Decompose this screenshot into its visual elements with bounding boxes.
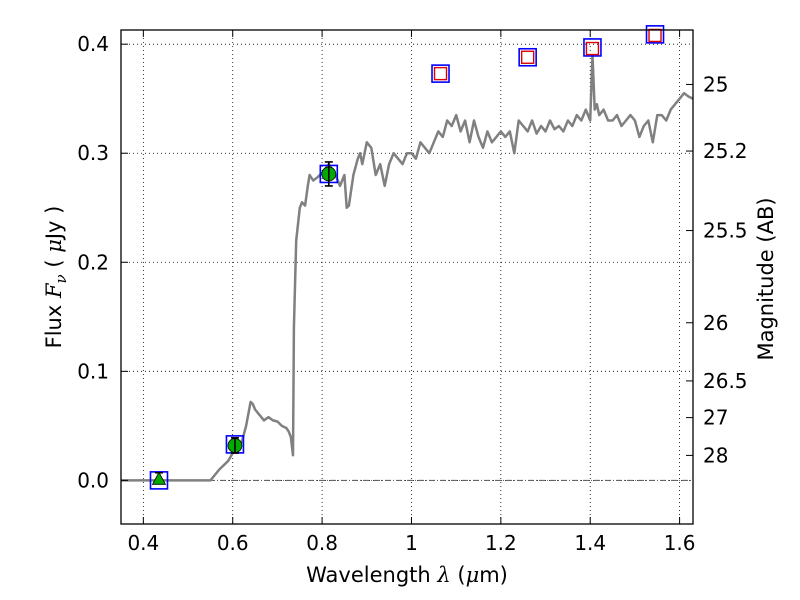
y-tick-label: 0.0 [77,468,109,492]
tick-labels: 0.4 0.6 0.8 1 1.2 1.4 1.6 0.0 0.1 0.2 0.3 0.4 25 25.2… [77,32,747,555]
y2-tick-label: 25 [703,72,728,96]
x-tick-label: 0.6 [217,531,249,555]
model-square-red [433,66,448,81]
y2-tick-label: 25.5 [703,219,748,243]
model-square-red [520,50,535,64]
y-tick-label: 0.3 [77,141,109,165]
y2-tick-label: 25.2 [703,139,748,163]
y2-tick-label: 26.5 [703,369,748,393]
x-tick-label: 1 [405,531,418,555]
y2-tick-label: 27 [703,406,728,430]
axis-ticks [121,30,693,524]
model-square-blue [518,47,537,67]
markers-layer [149,25,665,490]
model-square-blue [645,25,665,44]
template-spectrum-line [121,53,694,482]
plot-frame [120,29,694,525]
x-tick-label: 1.6 [664,531,696,555]
y2-axis-label: Magnitude (AB) [754,197,778,360]
x-tick-label: 1.2 [485,531,517,555]
y-tick-label: 0.1 [77,359,109,383]
x-tick-label: 0.8 [306,531,338,555]
model-square-red [648,28,662,43]
y-tick-label: 0.2 [77,250,109,274]
x-tick-label: 1.4 [574,531,606,555]
model-square-blue [431,64,450,83]
x-tick-label: 0.4 [127,531,159,555]
model-square-blue [583,38,602,57]
y2-tick-label: 26 [703,311,728,335]
upper-limit-point [151,471,167,485]
y2-tick-label: 28 [703,443,728,467]
y-tick-label: 0.4 [77,32,109,56]
y-axis-label: Flux Fν ( μJy ) [42,206,70,349]
grid-lines [121,30,693,524]
x-axis-label: Wavelength λ (μm) [306,563,508,587]
model-square-red [585,41,600,56]
